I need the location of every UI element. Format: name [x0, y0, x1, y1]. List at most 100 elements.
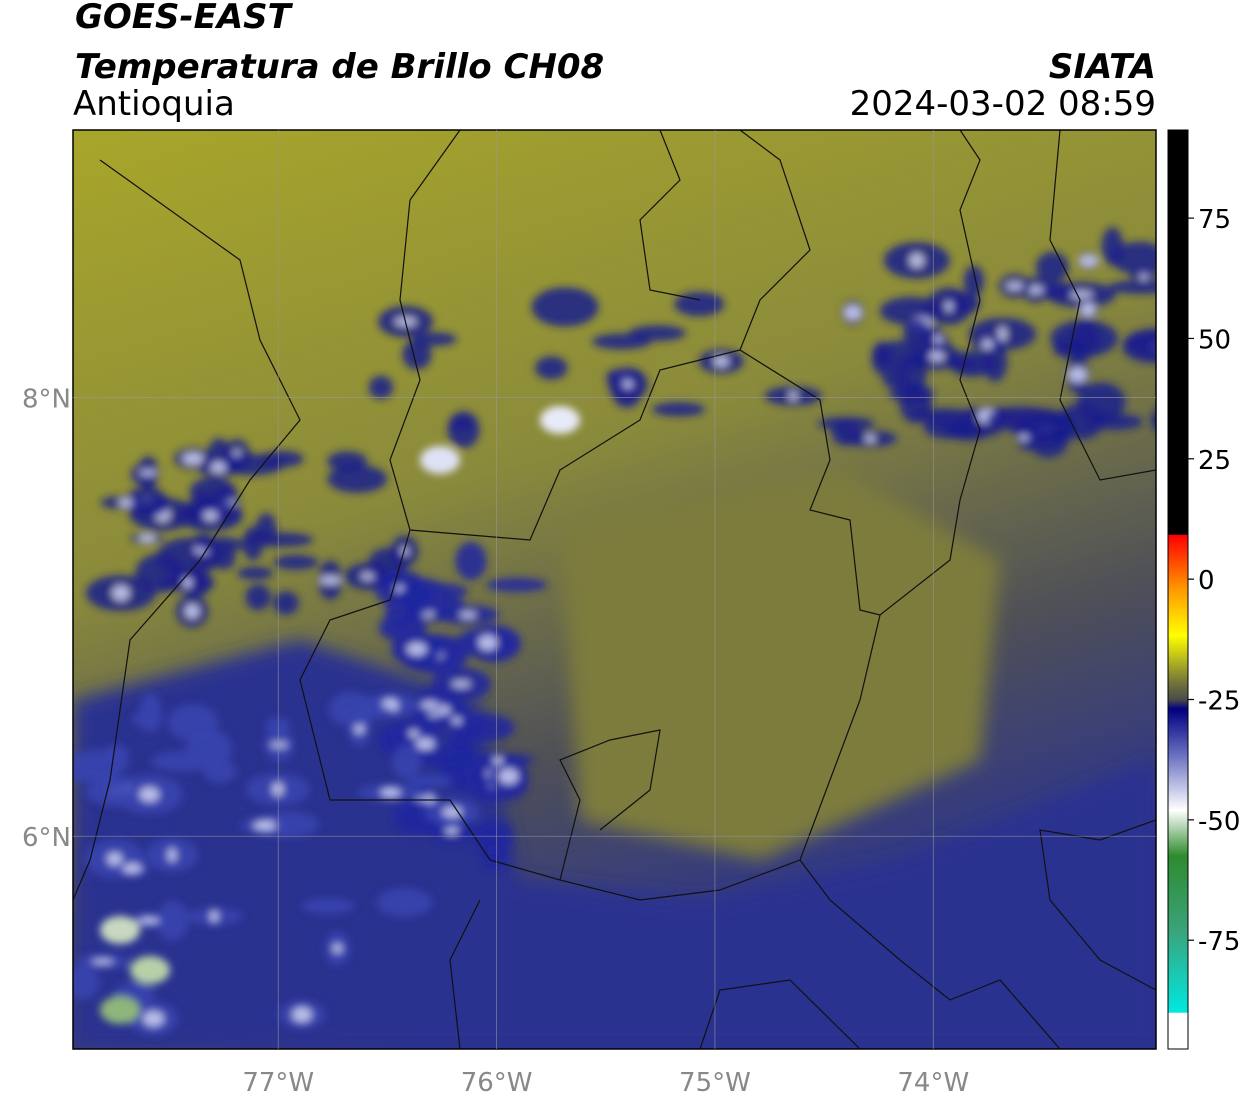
cloud: [1241, 316, 1252, 330]
cloud-core: [360, 572, 375, 580]
cloud: [328, 691, 373, 727]
cloud: [674, 291, 725, 317]
region: Antioquia: [73, 84, 235, 124]
cloud: [818, 416, 875, 431]
cloud: [531, 287, 599, 327]
cloud: [273, 591, 299, 615]
cloud: [368, 375, 394, 400]
cloud: [416, 748, 481, 767]
cloud-core: [406, 642, 427, 656]
cloud-core: [1005, 282, 1024, 290]
cloud-core: [499, 768, 519, 785]
cloud: [167, 704, 219, 741]
cloud-core: [100, 916, 140, 944]
subtitle: Temperatura de Brillo CH08: [75, 47, 604, 87]
x-tick-label: 77°W: [242, 1068, 314, 1098]
cloud-core: [118, 498, 133, 508]
cloud-core: [332, 943, 343, 954]
satellite-image: [73, 130, 1252, 1049]
cloud: [1110, 241, 1156, 275]
cloud-core: [1080, 302, 1096, 317]
cloud-core: [981, 339, 994, 350]
colorbar-tick-label: -75: [1198, 927, 1240, 957]
cloud-core: [400, 547, 409, 556]
cloud: [196, 536, 245, 553]
cloud-core: [269, 741, 289, 748]
cloud-core: [253, 820, 277, 832]
boundaries: [73, 130, 1156, 1049]
cloud-core: [122, 863, 142, 874]
cloud: [946, 423, 990, 441]
cloud: [903, 318, 931, 348]
cloud-core: [1027, 286, 1044, 294]
cloud-core: [1067, 367, 1088, 383]
cloud-core: [451, 680, 471, 688]
cloud-core: [318, 576, 342, 585]
colorbar-tick-label: -50: [1198, 807, 1240, 837]
cloud: [237, 566, 274, 580]
cloud: [132, 711, 163, 728]
cloud-core: [184, 604, 200, 619]
cloud-core: [203, 510, 218, 521]
cloud: [455, 541, 487, 581]
y-tick-label: 6°N: [22, 823, 71, 853]
cloud: [301, 898, 355, 914]
cloud-core: [420, 446, 460, 474]
cloud-core: [380, 787, 401, 798]
warm-region: [560, 470, 1000, 860]
datetime: 2024-03-02 08:59: [850, 84, 1156, 124]
colorbar-tick-label: 75: [1198, 205, 1231, 235]
cloud: [145, 495, 169, 515]
cloud: [73, 769, 119, 782]
cloud: [245, 584, 271, 611]
cloud-core: [928, 351, 945, 362]
cloud: [448, 416, 474, 431]
cloud-core: [944, 301, 954, 312]
cloud: [1084, 413, 1143, 430]
cloud-core: [91, 958, 114, 965]
cloud: [242, 526, 264, 561]
cloud: [1233, 313, 1252, 337]
cloud: [1150, 410, 1156, 431]
cloud: [327, 464, 388, 493]
cloud-core: [182, 577, 193, 588]
cloud: [408, 775, 453, 788]
cloud: [1077, 382, 1126, 422]
cloud: [73, 965, 100, 1000]
cloud: [652, 402, 706, 417]
cloud-core: [138, 534, 157, 543]
cloud-core: [1069, 291, 1093, 299]
x-tick-label: 74°W: [897, 1068, 969, 1098]
cloud-core: [408, 729, 420, 738]
cloud-core: [1243, 322, 1252, 329]
cloud-core: [478, 635, 498, 651]
cloud-core: [713, 356, 729, 367]
cloud: [273, 555, 319, 570]
cloud-core: [843, 304, 863, 321]
cloud: [203, 759, 236, 784]
cloud-core: [909, 253, 924, 268]
x-tick-label: 75°W: [679, 1068, 751, 1098]
cloud: [402, 339, 432, 370]
cloud-core: [139, 786, 160, 803]
cloud-core: [106, 852, 123, 866]
cloud-core: [864, 434, 876, 443]
cloud: [376, 888, 433, 917]
cloud-core: [138, 917, 160, 925]
cloud: [486, 577, 548, 592]
cloud-core: [540, 406, 580, 434]
cloud-core: [209, 909, 219, 924]
cloud-core: [442, 806, 463, 818]
colorbar: [1167, 129, 1189, 1050]
cloud: [592, 333, 652, 350]
y-tick-label: 8°N: [22, 385, 71, 415]
cloud-core: [100, 996, 140, 1024]
cloud: [211, 544, 236, 570]
cloud: [963, 265, 985, 297]
cloud-core: [451, 717, 462, 725]
x-tick-label: 76°W: [461, 1068, 533, 1098]
colorbar-tick-label: 50: [1198, 325, 1231, 355]
title: GOES-EAST: [75, 0, 294, 37]
cloud-core: [130, 956, 170, 984]
cloud: [1108, 280, 1156, 295]
